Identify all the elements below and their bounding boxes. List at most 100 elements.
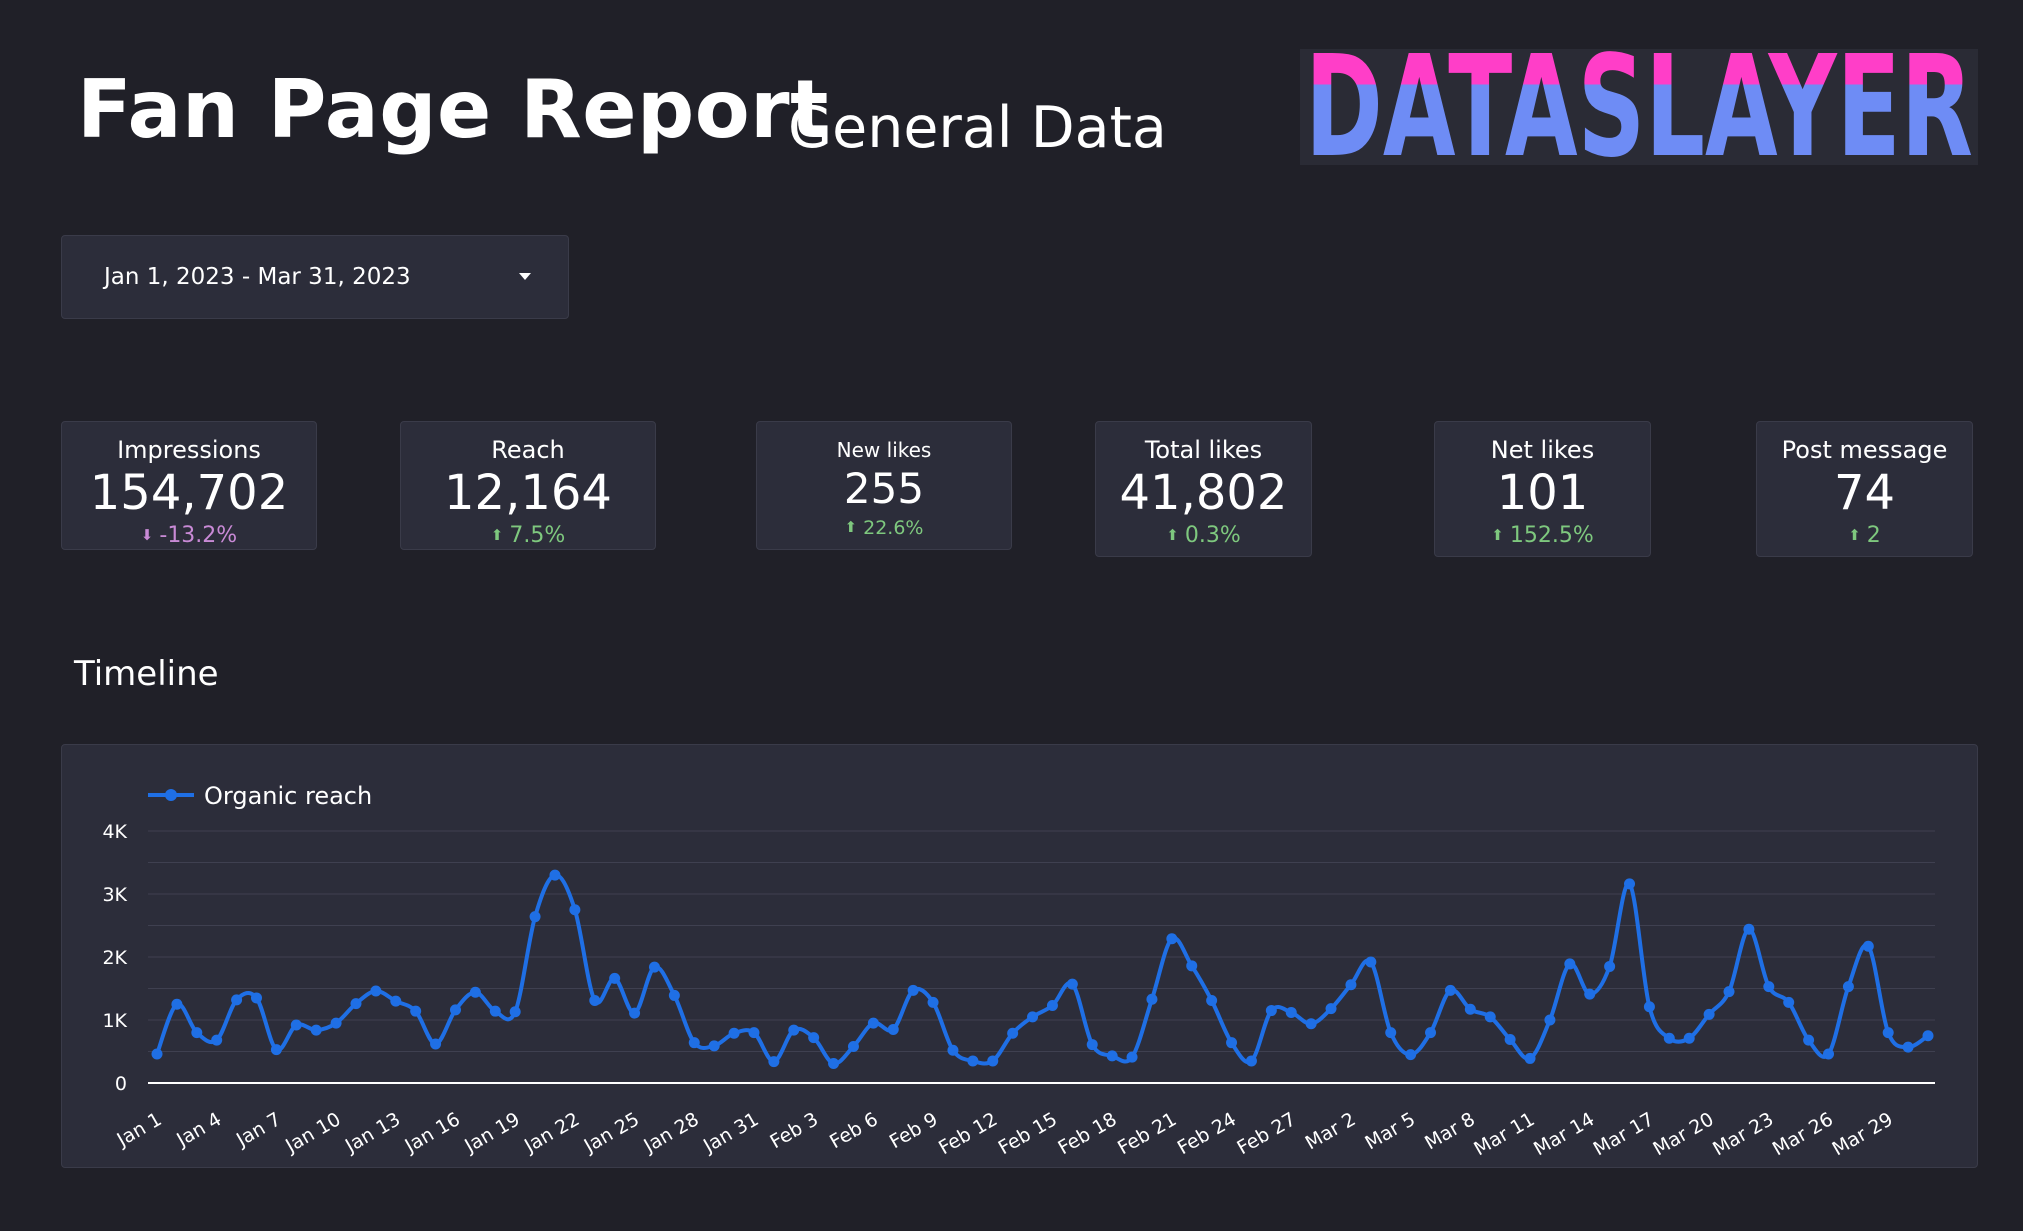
- data-point[interactable]: [1604, 960, 1616, 972]
- data-point[interactable]: [250, 992, 262, 1004]
- data-point[interactable]: [211, 1034, 223, 1046]
- data-point[interactable]: [1425, 1027, 1437, 1039]
- data-point[interactable]: [1027, 1011, 1039, 1023]
- data-point[interactable]: [629, 1007, 641, 1019]
- data-point[interactable]: [310, 1024, 322, 1036]
- data-point[interactable]: [1624, 878, 1636, 890]
- data-point[interactable]: [290, 1019, 302, 1031]
- data-point[interactable]: [1146, 993, 1158, 1005]
- data-point[interactable]: [907, 984, 919, 996]
- data-point[interactable]: [270, 1044, 282, 1056]
- data-point[interactable]: [1743, 923, 1755, 935]
- data-point[interactable]: [1166, 933, 1178, 945]
- data-point[interactable]: [768, 1056, 780, 1068]
- data-point[interactable]: [609, 972, 621, 984]
- data-point[interactable]: [191, 1027, 203, 1039]
- data-point[interactable]: [1285, 1006, 1297, 1018]
- data-point[interactable]: [1385, 1027, 1397, 1039]
- data-point[interactable]: [1862, 940, 1874, 952]
- data-point[interactable]: [1902, 1041, 1914, 1053]
- data-point[interactable]: [1842, 981, 1854, 993]
- caret-down-icon[interactable]: [519, 273, 531, 280]
- data-point[interactable]: [947, 1044, 959, 1056]
- data-point[interactable]: [1643, 1001, 1655, 1013]
- data-point[interactable]: [1882, 1027, 1894, 1039]
- data-point[interactable]: [171, 998, 183, 1010]
- data-point[interactable]: [1763, 981, 1775, 993]
- data-point[interactable]: [1365, 956, 1377, 968]
- data-point[interactable]: [808, 1032, 820, 1044]
- kpi-label: Impressions: [117, 436, 261, 464]
- x-tick-label: Feb 21: [1114, 1108, 1180, 1159]
- data-point[interactable]: [231, 994, 243, 1006]
- data-point[interactable]: [828, 1057, 840, 1069]
- data-point[interactable]: [1126, 1051, 1138, 1063]
- data-point[interactable]: [449, 1004, 461, 1016]
- arrow-up-icon: ⬆: [844, 518, 858, 536]
- data-point[interactable]: [1106, 1050, 1118, 1062]
- data-point[interactable]: [1007, 1027, 1019, 1039]
- data-point[interactable]: [569, 904, 581, 916]
- data-point[interactable]: [788, 1024, 800, 1036]
- data-point[interactable]: [469, 986, 481, 998]
- chart-legend[interactable]: Organic reach: [148, 782, 372, 810]
- data-point[interactable]: [509, 1006, 521, 1018]
- data-point[interactable]: [1484, 1011, 1496, 1023]
- data-point[interactable]: [1524, 1052, 1536, 1064]
- data-point[interactable]: [1584, 988, 1596, 1000]
- data-point[interactable]: [1703, 1008, 1715, 1020]
- data-point[interactable]: [1245, 1055, 1257, 1067]
- data-point[interactable]: [350, 998, 362, 1010]
- data-point[interactable]: [1683, 1032, 1695, 1044]
- data-point[interactable]: [489, 1005, 501, 1017]
- data-point[interactable]: [967, 1055, 979, 1067]
- data-point[interactable]: [1405, 1049, 1417, 1061]
- data-point[interactable]: [748, 1027, 760, 1039]
- data-point[interactable]: [987, 1055, 999, 1067]
- data-point[interactable]: [1305, 1018, 1317, 1030]
- data-point[interactable]: [1206, 994, 1218, 1006]
- data-point[interactable]: [370, 985, 382, 997]
- data-point[interactable]: [1066, 978, 1078, 990]
- x-tick-label: Mar 11: [1470, 1108, 1538, 1160]
- data-point[interactable]: [728, 1027, 740, 1039]
- data-point[interactable]: [1544, 1014, 1556, 1026]
- data-point[interactable]: [1783, 996, 1795, 1008]
- data-point[interactable]: [867, 1017, 879, 1029]
- data-point[interactable]: [1823, 1048, 1835, 1060]
- data-point[interactable]: [1086, 1039, 1098, 1051]
- data-point[interactable]: [549, 869, 561, 881]
- x-tick-label: Mar 17: [1590, 1108, 1658, 1160]
- data-point[interactable]: [668, 989, 680, 1001]
- data-point[interactable]: [589, 994, 601, 1006]
- data-point[interactable]: [430, 1038, 442, 1050]
- data-point[interactable]: [1325, 1003, 1337, 1015]
- data-point[interactable]: [648, 961, 660, 973]
- data-point[interactable]: [1564, 958, 1576, 970]
- data-point[interactable]: [1226, 1037, 1238, 1049]
- data-point[interactable]: [529, 911, 541, 923]
- arrow-up-icon: ⬆: [1166, 526, 1179, 544]
- data-point[interactable]: [1723, 986, 1735, 998]
- data-point[interactable]: [151, 1048, 163, 1060]
- data-point[interactable]: [1922, 1030, 1934, 1042]
- data-point[interactable]: [1803, 1034, 1815, 1046]
- data-point[interactable]: [1504, 1034, 1516, 1046]
- date-range-picker[interactable]: Jan 1, 2023 - Mar 31, 2023: [61, 235, 569, 319]
- data-point[interactable]: [1186, 960, 1198, 972]
- data-point[interactable]: [847, 1040, 859, 1052]
- data-point[interactable]: [708, 1040, 720, 1052]
- data-point[interactable]: [1464, 1003, 1476, 1015]
- data-point[interactable]: [1345, 979, 1357, 991]
- organic-reach-line: [155, 873, 1930, 1066]
- data-point[interactable]: [330, 1017, 342, 1029]
- data-point[interactable]: [688, 1037, 700, 1049]
- data-point[interactable]: [887, 1023, 899, 1035]
- data-point[interactable]: [927, 996, 939, 1008]
- data-point[interactable]: [1265, 1005, 1277, 1017]
- data-point[interactable]: [390, 995, 402, 1007]
- data-point[interactable]: [1444, 984, 1456, 996]
- data-point[interactable]: [410, 1005, 422, 1017]
- data-point[interactable]: [1046, 1000, 1058, 1012]
- data-point[interactable]: [1663, 1032, 1675, 1044]
